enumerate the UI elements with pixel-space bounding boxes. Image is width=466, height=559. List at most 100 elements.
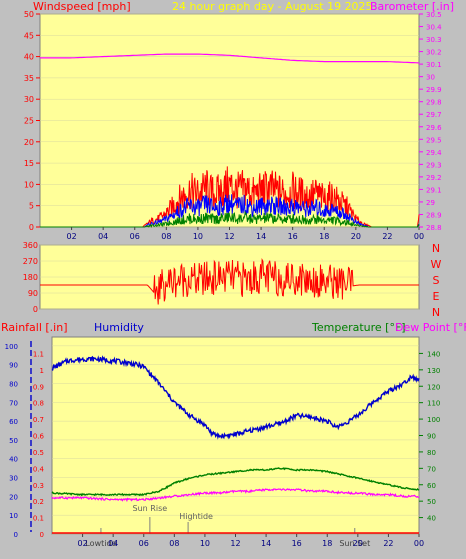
compass-label: N <box>432 306 440 319</box>
barometer-tick-label: 29.4 <box>426 149 442 157</box>
temperature-tick-label: 120 <box>427 383 440 391</box>
climate-x-tick-label: 08 <box>169 539 179 548</box>
barometer-tick-label: 30.4 <box>426 24 442 32</box>
rainfall-tick-label: 0.4 <box>33 465 45 473</box>
humidity-tick-label: 80 <box>9 380 18 388</box>
barometer-line <box>40 53 420 64</box>
humidity-tick-label: 90 <box>9 362 18 370</box>
windspeed-barometer-panel: 0 5 10 15 20 25 30 35 40 45 50 28.8 28.9 29 29.1 29.2 2… <box>24 10 442 241</box>
barometer-tick-label: 29.3 <box>426 161 442 169</box>
dewpoint-line <box>51 488 420 503</box>
annotation-label: Sun Set <box>339 539 370 548</box>
temperature-tick-label: 70 <box>427 465 436 473</box>
humidity-axis-title: Humidity <box>94 321 144 334</box>
rainfall-tick-label: 1.1 <box>33 350 44 358</box>
windspeed-tick-label: 5 <box>29 202 34 211</box>
climate-x-tick-label: 14 <box>261 539 271 548</box>
climate-x-tick-label: 10 <box>200 539 210 548</box>
temperature-tick-label: 50 <box>427 498 436 506</box>
temperature-tick-label: 60 <box>427 482 436 490</box>
rainfall-axis-title: Rainfall [.in] <box>1 321 68 334</box>
barometer-tick-label: 30.1 <box>426 61 442 69</box>
windspeed-tick-label: 15 <box>24 159 34 168</box>
barometer-tick-label: 29.7 <box>426 111 442 119</box>
humidity-tick-label: 100 <box>5 343 18 351</box>
humidity-tick-label: 60 <box>9 418 18 426</box>
direction-tick-label: 0 <box>33 305 38 314</box>
humidity-line <box>51 355 420 440</box>
climate-x-tick-label: 20 <box>353 539 363 548</box>
temperature-tick-label: 110 <box>427 400 440 408</box>
barometer-tick-label: 29.9 <box>426 86 442 94</box>
rainfall-tick-label: 0.3 <box>33 482 44 490</box>
climate-x-tick-label: 00 <box>414 539 424 548</box>
temperature-tick-label: 80 <box>427 449 436 457</box>
rainfall-tick-label: 0.5 <box>33 449 44 457</box>
wind-x-tick-label: 10 <box>193 232 203 241</box>
wind-x-tick-label: 14 <box>256 232 266 241</box>
barometer-tick-label: 29.5 <box>426 136 442 144</box>
temperature-tick-label: 100 <box>427 416 440 424</box>
climate-x-tick-label: 18 <box>322 539 332 548</box>
climate-x-tick-label: 16 <box>292 539 302 548</box>
rainfall-tick-label: 0.9 <box>33 383 44 391</box>
compass-label: N <box>432 242 440 255</box>
barometer-tick-label: 30.3 <box>426 36 442 44</box>
wind-x-tick-label: 16 <box>288 232 298 241</box>
rainfall-tick-label: 0.1 <box>33 515 44 523</box>
direction-tick-label: 270 <box>23 257 38 266</box>
humidity-tick-label: 10 <box>9 512 18 520</box>
climate-x-tick-label: 12 <box>230 539 240 548</box>
windspeed-tick-label: 0 <box>29 223 34 232</box>
barometer-tick-label: 30 <box>426 74 435 82</box>
rainfall-tick-label: 0.8 <box>33 400 44 408</box>
wind-x-tick-label: 20 <box>351 232 361 241</box>
barometer-tick-label: 28.9 <box>426 211 442 219</box>
wind-x-tick-label: 22 <box>382 232 392 241</box>
temperature-axis-title: Temperature [°F] <box>311 321 406 334</box>
temperature-tick-label: 90 <box>427 433 436 441</box>
windspeed-tick-label: 50 <box>24 10 34 19</box>
wind-x-tick-label: 08 <box>161 232 171 241</box>
dewpoint-axis-title: Dew Point [°F] <box>395 321 466 334</box>
humidity-tick-label: 50 <box>9 437 18 445</box>
wind-x-tick-label: 00 <box>414 232 424 241</box>
direction-tick-label: 180 <box>23 273 38 282</box>
humidity-tick-label: 40 <box>9 456 18 464</box>
barometer-tick-label: 29 <box>426 199 435 207</box>
wind-x-tick-label: 04 <box>98 232 108 241</box>
wind-x-tick-label: 02 <box>66 232 76 241</box>
temperature-tick-label: 140 <box>427 350 440 358</box>
barometer-tick-label: 29.6 <box>426 124 442 132</box>
humidity-tick-label: 0 <box>14 531 18 539</box>
temperature-tick-label: 130 <box>427 367 440 375</box>
windspeed-tick-label: 30 <box>24 95 34 104</box>
annotation-label: Lowtide <box>85 539 116 548</box>
compass-label: E <box>433 290 440 303</box>
climate-x-tick-label: 02 <box>77 539 87 548</box>
climate-x-tick-label: 22 <box>383 539 393 548</box>
windspeed-tick-label: 40 <box>24 53 34 62</box>
rainfall-tick-label: 0.6 <box>33 433 45 441</box>
temperature-tick-label: 40 <box>427 515 436 523</box>
windspeed-axis-title: Windspeed [mph] <box>33 0 131 13</box>
barometer-tick-label: 29.2 <box>426 174 442 182</box>
humidity-tick-label: 30 <box>9 475 18 483</box>
compass-label: W <box>431 258 442 271</box>
temperature-line <box>51 467 420 497</box>
rainfall-tick-label: 0.7 <box>33 416 44 424</box>
climate-panel: 0 0.1 0.2 0.3 0.4 0.5 0.6 0.7 0.8 0.9 1 1.1 0 10 20 30… <box>5 336 440 548</box>
barometer-axis-title: Barometer [.in] <box>370 0 454 13</box>
windspeed-tick-label: 10 <box>24 180 34 189</box>
humidity-tick-label: 70 <box>9 399 18 407</box>
direction-tick-label: 360 <box>23 241 38 250</box>
annotation-label: Hightide <box>179 512 213 521</box>
direction-tick-label: 90 <box>28 289 38 298</box>
wind-x-tick-label: 06 <box>130 232 140 241</box>
windspeed-tick-label: 45 <box>24 31 34 40</box>
barometer-tick-label: 29.1 <box>426 186 442 194</box>
rainfall-tick-label: 0.2 <box>33 498 44 506</box>
